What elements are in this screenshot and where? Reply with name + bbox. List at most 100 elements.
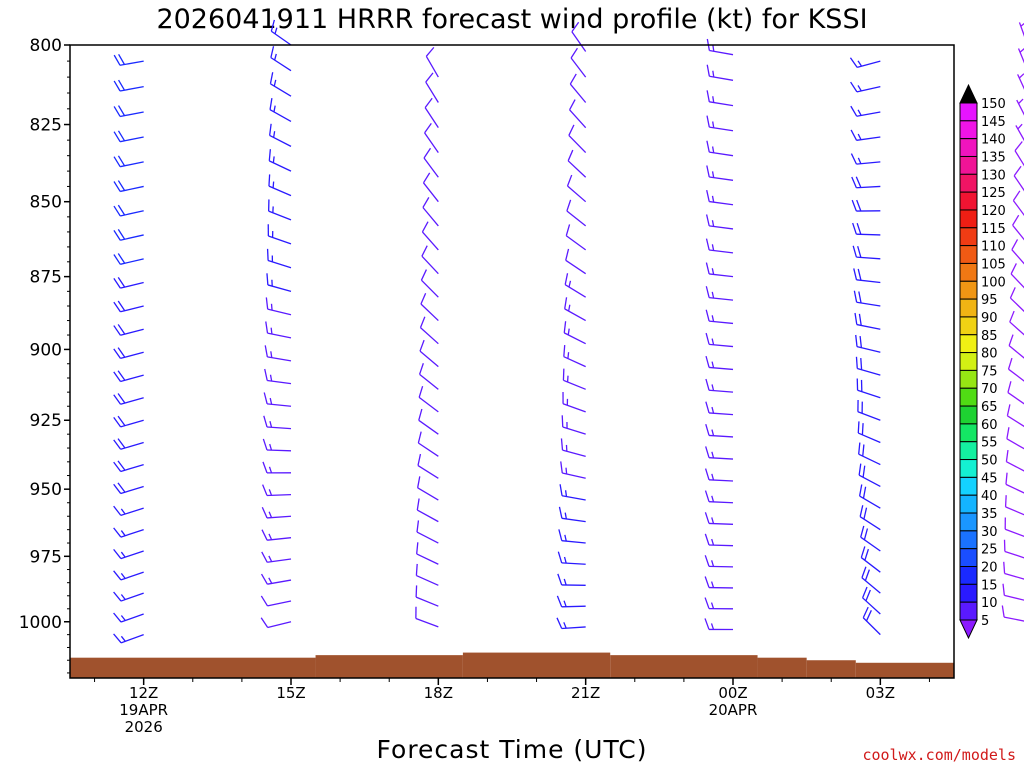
wind-barb [705,309,734,325]
barb-feather [706,90,710,102]
barb-shaft [267,600,292,607]
barb-feather [1007,357,1013,370]
barb-feather [861,586,868,599]
barb-feather [856,223,862,235]
barb-feather [1007,381,1012,393]
barb-feather [704,576,710,588]
barb-feather [266,273,269,285]
barb-feather [1008,334,1014,346]
wind-barb [417,453,439,479]
barb-shaft [709,343,734,348]
barb-shaft [563,356,586,368]
barb-shaft [562,403,586,413]
barb-shaft [267,403,292,407]
wind-barb [1001,605,1024,622]
source-credit: coolwx.com/models [862,746,1016,764]
y-tick-label: 950 [30,480,62,500]
barb-half-feather [564,490,568,497]
wind-barb [113,633,144,644]
barb-feather [855,334,858,347]
wind-barb [559,484,586,501]
wind-barb [267,224,292,245]
barb-feather [859,505,864,517]
barb-shaft [564,308,586,322]
colorbar: 5 10 15 20 25 30 35 40 45 50 55 60 65 70 75 80 85 90 95 100… [959,83,1006,640]
barb-half-feather [269,443,273,451]
barb-shaft [709,126,734,132]
wind-barb [705,262,734,278]
colorbar-segment [959,227,978,247]
x-axis-label: Forecast Time (UTC) [377,735,648,764]
wind-barb [566,199,587,227]
wind-barb [705,378,734,393]
wind-barb [861,566,881,594]
colorbar-segment [959,494,978,514]
barb-shaft [709,389,734,393]
wind-barb [1014,141,1024,167]
barb-shaft [709,176,734,181]
barb-shaft [268,210,292,221]
barb-shaft [1015,125,1024,142]
barb-shaft [416,531,439,544]
wind-barb [113,438,144,450]
colorbar-segment [959,441,978,461]
barb-shaft [1012,224,1024,241]
barb-feather [417,453,422,466]
barb-shaft [709,101,734,107]
barb-feather [265,297,269,310]
colorbar-segment [959,262,978,282]
wind-barb [706,140,734,157]
barb-feather [113,633,122,644]
colorbar-segment [959,530,978,550]
wind-barb [558,529,586,544]
barb-shaft [424,132,439,153]
barb-feather [861,423,864,435]
wind-barb [261,551,292,563]
barb-shaft [563,332,586,345]
barb-half-feather [711,268,715,275]
barb-feather [117,370,126,381]
barb-feather [113,505,122,516]
barb-half-feather [564,512,567,520]
barb-shaft [120,485,144,495]
wind-barb [1004,517,1024,538]
barb-shaft [709,457,734,460]
barb-shaft [423,157,439,178]
wind-barb [113,276,144,289]
wind-barb [852,245,881,260]
barb-feather [113,80,121,92]
wind-barb [423,147,439,178]
y-tick-label: 875 [30,268,62,288]
barb-half-feather [1018,73,1024,79]
barb-feather [261,551,268,563]
barb-shaft [1007,415,1024,428]
barb-feather [1014,141,1023,152]
barb-shaft [267,332,292,339]
barb-feather [855,356,858,369]
barb-shaft [421,231,439,251]
wind-barb [420,293,439,322]
barb-half-feather [273,131,276,138]
surface-block [315,655,463,678]
barb-feather [851,176,857,188]
barb-feather [705,262,710,275]
x-tick-label: 03Z [866,684,895,702]
barb-shaft [857,389,881,399]
wind-barb [706,38,734,56]
barb-shaft [856,256,881,260]
barb-half-feather [711,495,715,503]
barb-shaft [425,81,439,103]
barb-half-feather [711,538,715,546]
barb-feather [570,47,578,59]
barb-feather [705,401,710,414]
barb-shaft [709,273,734,278]
colorbar-label: 145 [981,115,1006,130]
barb-feather [262,461,268,474]
barb-shaft [569,83,587,103]
barb-feather [113,278,121,289]
colorbar-label: 30 [981,525,998,540]
barb-feather [706,189,710,202]
x-tick-label: 18Z [424,684,453,702]
barb-half-feather [857,85,862,92]
barb-shaft [416,574,439,586]
